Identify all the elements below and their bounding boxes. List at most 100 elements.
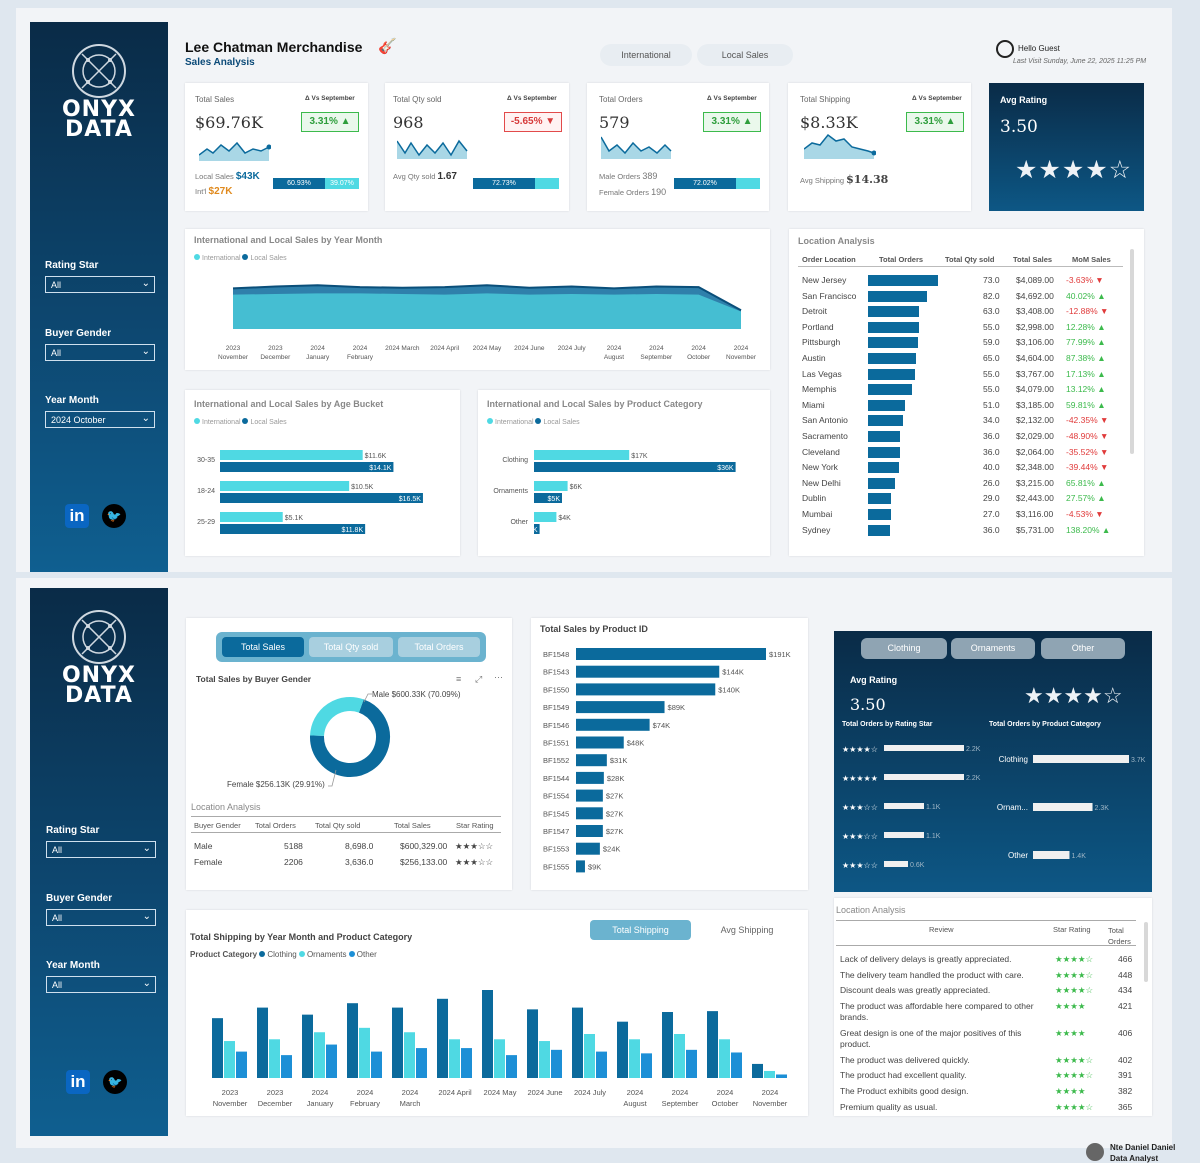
x-tick-year: 2024 [402, 1088, 419, 1097]
bar [884, 774, 964, 780]
tab-other[interactable]: Other [1041, 638, 1125, 659]
col-star-rating[interactable]: Star Rating [456, 821, 494, 830]
left-title: Total Orders by Rating Star [842, 721, 933, 728]
table-row[interactable]: Mumbai 27.0 $3,116.00 -4.53% ▼ [798, 507, 1123, 522]
buyer-gender-select[interactable]: All ⌄ [46, 909, 156, 926]
table-row[interactable]: Sydney 36.0 $5,731.00 138.20% ▲ [798, 523, 1123, 538]
table-row[interactable]: Miami 51.0 $3,185.00 59.81% ▲ [798, 398, 1123, 413]
twitter-icon[interactable]: 🐦 [102, 504, 126, 528]
col-total-sales[interactable]: Total Sales [1013, 255, 1053, 264]
data-label: 3.7K [1131, 757, 1146, 764]
table-row[interactable]: Detroit 63.0 $3,408.00 -12.88% ▼ [798, 304, 1123, 319]
table-row[interactable]: Memphis 55.0 $4,079.00 13.12% ▲ [798, 382, 1123, 397]
cell: $256,133.00 [400, 857, 448, 867]
user-avatar-icon[interactable] [996, 40, 1014, 58]
tab-ornaments[interactable]: Ornaments [951, 638, 1035, 659]
cell-review: The product was affordable here compared… [840, 1000, 1034, 1022]
orders-bar [868, 477, 895, 489]
product-id-label: BF1551 [543, 739, 569, 748]
cell-sales: $2,443.00 [1016, 493, 1054, 504]
x-tick-month: November [213, 1099, 248, 1108]
x-tick-label: 2024 November [726, 345, 757, 361]
table-row[interactable]: New Jersey 73.0 $4,089.00 -3.63% ▼ [798, 273, 1123, 288]
table-row[interactable]: Cleveland 36.0 $2,064.00 -35.52% ▼ [798, 445, 1123, 460]
data-label: $14.1K [369, 465, 392, 472]
tab-total-orders[interactable]: Total Orders [398, 637, 480, 657]
sub-value: 190 [651, 187, 667, 197]
table-row[interactable]: Austin 65.0 $4,604.00 87.38% ▲ [798, 351, 1123, 366]
cell-location: Miami [802, 399, 825, 410]
tab-total-shipping[interactable]: Total Shipping [590, 920, 691, 940]
x-tick-year: 2024 [607, 345, 622, 352]
kpi-value: $8.33K [800, 113, 858, 132]
tab-total-sales[interactable]: Total Sales [222, 637, 304, 657]
table-row[interactable]: New York 40.0 $2,348.00 -39.44% ▼ [798, 460, 1123, 475]
col-total-orders[interactable]: Total Orders [879, 255, 924, 264]
rating-star-select[interactable]: All ⌄ [45, 276, 155, 293]
col-review[interactable]: Review [929, 925, 954, 934]
cell-mom: -3.63% ▼ [1066, 275, 1104, 285]
focus-mode-icon[interactable]: ⤢ [475, 674, 483, 684]
bar [269, 1039, 280, 1078]
tab-local-sales[interactable]: Local Sales [697, 44, 793, 66]
tab-total-qty-sold[interactable]: Total Qty sold [309, 637, 393, 657]
cell-mom: -12.88% ▼ [1066, 306, 1109, 317]
author-name: Nte Daniel Daniel [1110, 1143, 1176, 1152]
rating-star-select[interactable]: All ⌄ [46, 841, 156, 858]
col-total-orders[interactable]: Total Orders [1108, 926, 1131, 946]
scrollbar[interactable] [1144, 922, 1148, 982]
linkedin-icon[interactable]: in [65, 504, 89, 528]
buyer-gender-select[interactable]: All ⌄ [45, 344, 155, 361]
cell-mom: -42.35% ▼ [1066, 415, 1109, 426]
cell-orders: 382 [1118, 1086, 1133, 1096]
kpi-vs: Δ Vs September [305, 95, 355, 102]
table-row[interactable]: San Antonio 34.0 $2,132.00 -42.35% ▼ [798, 413, 1123, 428]
data-label: $5.1K [285, 515, 304, 522]
donut-slice-male [310, 699, 390, 777]
table-row[interactable]: Portland 55.0 $2,998.00 12.28% ▲ [798, 320, 1123, 335]
x-tick-month: February [347, 354, 374, 361]
col-total-sales[interactable]: Total Sales [394, 821, 431, 830]
tab-international[interactable]: International [600, 44, 692, 66]
product-id-label: BF1554 [543, 792, 569, 801]
year-month-select[interactable]: All ⌄ [46, 976, 156, 993]
scrollbar[interactable] [1130, 249, 1134, 454]
cell-sales: $2,132.00 [1016, 415, 1054, 426]
tab-clothing[interactable]: Clothing [861, 638, 947, 659]
bar [220, 481, 350, 491]
bar [884, 745, 964, 751]
table-row[interactable]: San Francisco 82.0 $4,692.00 40.02% ▲ [798, 289, 1123, 304]
col-total-qty[interactable]: Total Qty sold [315, 821, 361, 830]
cell: Male [194, 841, 213, 851]
x-tick-label: 2024 October [712, 1088, 739, 1108]
table-row[interactable]: Dublin 29.0 $2,443.00 27.57% ▲ [798, 491, 1123, 506]
kpi-change-badge: 3.31% ▲ [703, 112, 761, 132]
location-analysis-card: Location Analysis Order Location Total O… [789, 229, 1144, 556]
filter-icon[interactable]: ≡ [456, 674, 462, 684]
year-month-select[interactable]: 2024 October ⌄ [45, 411, 155, 428]
x-tick-month: February [350, 1099, 380, 1108]
twitter-icon[interactable]: 🐦 [103, 1070, 127, 1094]
category-label: 25-29 [197, 519, 215, 526]
col-total-qty[interactable]: Total Qty sold [945, 255, 995, 264]
col-total-orders[interactable]: Total Orders [255, 821, 296, 830]
logo-line1: ONYX [61, 97, 136, 122]
kpi-sub1: Local Sales $43K [195, 171, 260, 182]
col-buyer-gender[interactable]: Buyer Gender [194, 821, 241, 830]
col-mom-sales[interactable]: MoM Sales [1072, 255, 1111, 264]
tab-avg-shipping[interactable]: Avg Shipping [720, 925, 774, 935]
linkedin-icon[interactable]: in [66, 1070, 90, 1094]
legend-clothing: Clothing [267, 950, 297, 959]
table-row[interactable]: Las Vegas 55.0 $3,767.00 17.13% ▲ [798, 367, 1123, 382]
col-star-rating[interactable]: Star Rating [1053, 925, 1091, 934]
table-row[interactable]: Sacramento 36.0 $2,029.00 -48.90% ▼ [798, 429, 1123, 444]
last-visit: Last Visit Sunday, June 22, 2025 11:25 P… [1013, 58, 1147, 65]
more-options-icon[interactable]: ⋯ [494, 672, 503, 682]
table-row[interactable]: New Delhi 26.0 $3,215.00 65.81% ▲ [798, 476, 1123, 491]
col-order-location[interactable]: Order Location [802, 255, 856, 264]
bar [576, 665, 720, 678]
category-chart: Clothing $17K $36K Ornaments $6K $5K Other $4K $… [493, 450, 736, 534]
avg-rating-title: Avg Rating [850, 675, 898, 685]
table-row[interactable]: Pittsburgh 59.0 $3,106.00 77.99% ▲ [798, 335, 1123, 350]
chart-legend: International Local Sales [194, 254, 287, 262]
